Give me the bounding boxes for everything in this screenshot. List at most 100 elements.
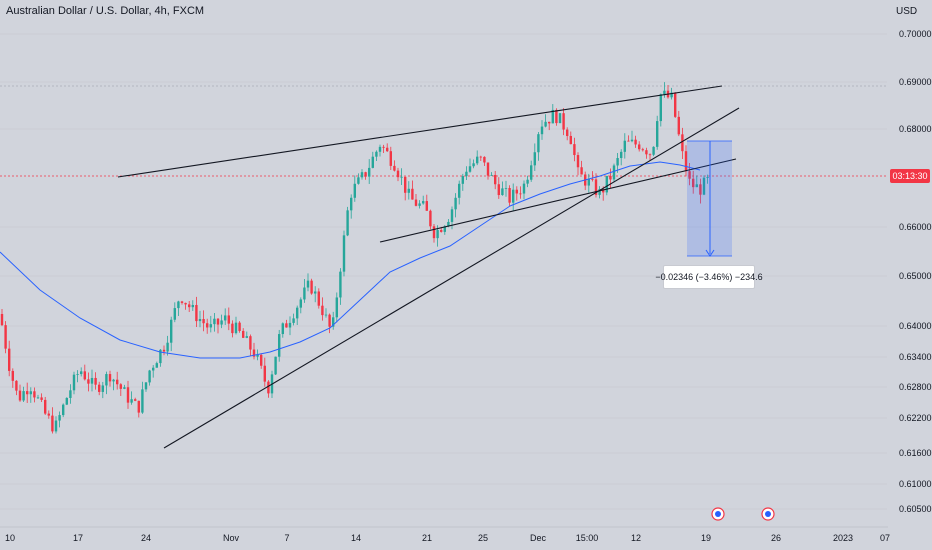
candle-body: [324, 314, 328, 316]
price-axis[interactable]: 0.70000 0.69000 0.68000 0.66000 0.65000 0.640…: [899, 29, 932, 514]
candle-body: [533, 152, 536, 166]
candle-body: [566, 129, 569, 136]
candle-body: [33, 391, 36, 398]
candle-body: [155, 363, 158, 368]
y-tick-label: 0.69000: [899, 77, 932, 87]
y-tick-label: 0.63400: [899, 352, 932, 362]
candle-body: [108, 374, 112, 382]
candle-body: [681, 134, 684, 152]
candle-body: [620, 151, 623, 159]
candle-body: [508, 188, 511, 203]
candle-body: [141, 389, 144, 413]
candle-body: [310, 280, 313, 294]
candle-body: [94, 377, 97, 385]
candle-body: [364, 172, 367, 177]
candle-body: [58, 415, 61, 421]
candle-body: [461, 176, 464, 184]
candle-body: [126, 387, 130, 403]
upper-channel-line[interactable]: [117, 85, 723, 178]
candle-body: [346, 210, 349, 236]
candle-body: [90, 377, 94, 384]
candle-body: [249, 336, 252, 350]
candle-body: [54, 420, 58, 432]
candle-body: [530, 165, 533, 180]
candle-body: [317, 291, 320, 306]
candle-body: [177, 301, 180, 309]
candle-body: [558, 113, 562, 124]
candle-body: [688, 171, 691, 179]
candle-body: [634, 139, 637, 145]
candle-body: [134, 399, 137, 401]
candle-body: [486, 162, 490, 176]
candle-body: [188, 304, 191, 308]
y-tick-label: 0.61600: [899, 448, 932, 458]
trendlines[interactable]: [117, 85, 740, 449]
candle-body: [468, 166, 472, 172]
candle-body: [69, 390, 72, 398]
candle-body: [184, 302, 187, 305]
candle-body: [378, 146, 382, 152]
candle-body: [339, 271, 342, 298]
candle-body: [267, 381, 270, 394]
candle-body: [260, 354, 263, 366]
candle-body: [519, 193, 522, 195]
grid: [0, 33, 888, 510]
candle-body: [522, 183, 526, 194]
x-tick-label: 26: [771, 533, 781, 543]
candle-body: [173, 308, 176, 320]
candles: [0, 82, 709, 434]
lower-channel-line[interactable]: [379, 158, 737, 243]
y-tick-label: 0.68000: [899, 124, 932, 134]
candle-body: [281, 323, 284, 335]
measure-arrowhead-icon: [705, 249, 715, 257]
y-tick-label: 0.60500: [899, 504, 932, 514]
candle-body: [609, 175, 612, 180]
candle-body: [458, 183, 461, 198]
candle-body: [598, 189, 601, 195]
time-axis[interactable]: 10 17 24 Nov 7 14 21 25 Dec 15:00 12 19 26 2023 07: [0, 526, 890, 543]
economic-events[interactable]: [711, 507, 775, 521]
measure-tool[interactable]: [687, 140, 732, 257]
candle-body: [429, 210, 432, 227]
candle-body: [11, 370, 14, 381]
candle-body: [213, 318, 216, 325]
candle-body: [130, 399, 133, 403]
candle-body: [404, 176, 407, 193]
candle-body: [512, 189, 515, 203]
candle-body: [648, 154, 652, 156]
candle-body: [555, 109, 558, 124]
candle-body: [98, 384, 101, 392]
measure-readout: −0.02346 (−3.46%) −234.6: [655, 265, 763, 289]
y-tick-label: 0.65000: [899, 271, 932, 281]
candle-body: [479, 156, 482, 158]
candle-body: [630, 139, 634, 142]
candle-body: [440, 230, 443, 232]
candle-body: [616, 158, 619, 166]
candle-body: [407, 188, 410, 193]
candle-body: [436, 230, 439, 239]
candle-body: [252, 349, 256, 357]
candle-body: [335, 297, 338, 318]
x-tick-label: 7: [284, 533, 289, 543]
candle-body: [159, 349, 162, 364]
candle-body: [612, 165, 616, 180]
rising-trendline[interactable]: [163, 107, 740, 449]
candle-body: [674, 92, 677, 117]
event-flag-icon-center: [765, 511, 771, 517]
x-tick-label: 10: [5, 533, 15, 543]
x-tick-label: 21: [422, 533, 432, 543]
candle-body: [288, 322, 292, 328]
candle-body: [162, 349, 166, 352]
candle-body: [368, 167, 371, 177]
candle-body: [476, 156, 479, 164]
candle-body: [220, 320, 223, 325]
candle-body: [238, 322, 241, 331]
candle-body: [274, 356, 277, 375]
candle-body: [166, 342, 169, 352]
candle-body: [645, 150, 648, 155]
candle-body: [702, 177, 706, 195]
candle-body: [148, 370, 151, 383]
candle-body: [425, 201, 428, 211]
